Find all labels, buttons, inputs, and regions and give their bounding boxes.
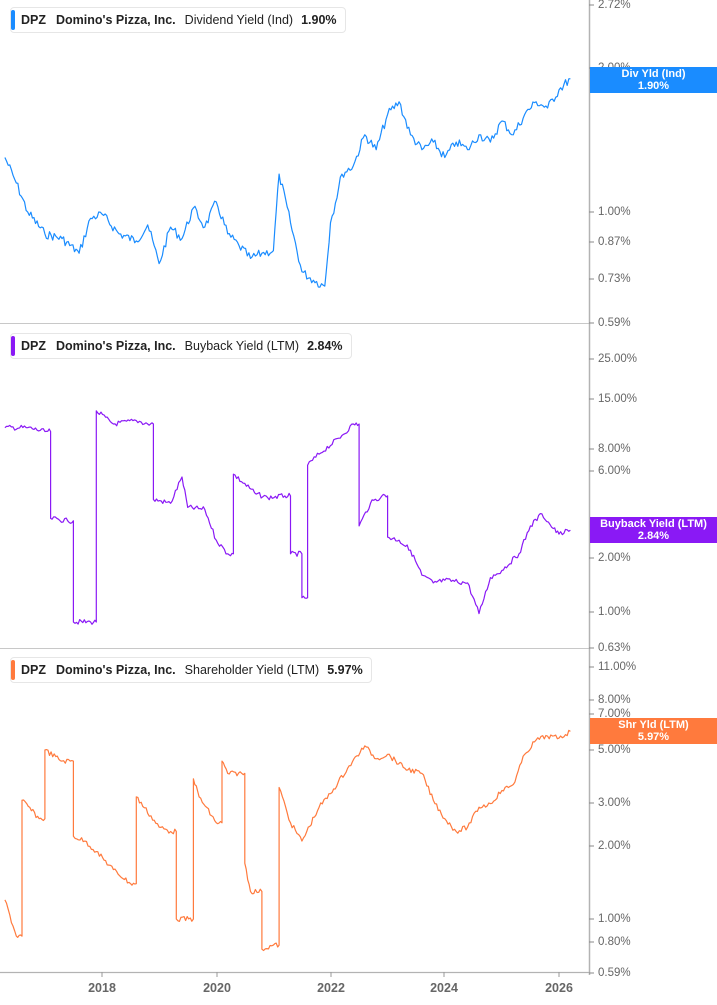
last-value-tag-buyback: Buyback Yield (LTM) 2.84% <box>590 517 717 543</box>
y-tick-label: 0.87% <box>598 236 631 248</box>
shareholder-yield-line <box>4 729 571 952</box>
ticker: DPZ <box>21 339 46 353</box>
metric-value: 2.84% <box>307 339 343 353</box>
y-tick-label: 7.00% <box>598 708 631 720</box>
y-tick-label: 1.00% <box>598 206 631 218</box>
x-tick-label: 2026 <box>545 981 573 995</box>
legend-buyback-yield[interactable]: DPZ Domino's Pizza, Inc. Buyback Yield (… <box>10 333 352 359</box>
metric-value: 5.97% <box>327 663 363 677</box>
ticker: DPZ <box>21 13 46 27</box>
x-tick-label: 2024 <box>430 981 458 995</box>
buyback-yield-line <box>4 410 571 625</box>
y-tick-label: 8.00% <box>598 694 631 706</box>
y-tick-label: 2.00% <box>598 552 631 564</box>
legend-dividend-yield[interactable]: DPZ Domino's Pizza, Inc. Dividend Yield … <box>10 7 346 33</box>
y-tick-label: 15.00% <box>598 393 638 405</box>
company-name: Domino's Pizza, Inc. <box>56 663 176 677</box>
y-tick-label: 5.00% <box>598 744 631 756</box>
y-tick-label: 1.00% <box>598 913 631 925</box>
y-tick-label: 11.00% <box>598 661 637 673</box>
tag-label: Buyback Yield (LTM) <box>600 518 707 530</box>
y-tick-label: 3.00% <box>598 797 631 809</box>
metric-name: Shareholder Yield (LTM) <box>184 663 320 677</box>
y-tick-label: 1.00% <box>598 606 631 618</box>
tag-label: Div Yld (Ind) <box>621 68 686 80</box>
tag-value: 5.97% <box>637 731 670 743</box>
y-axis-ticks <box>589 4 594 974</box>
y-tick-label: 0.59% <box>598 967 631 979</box>
series-color-swatch <box>11 336 15 356</box>
metric-name: Buyback Yield (LTM) <box>184 339 300 353</box>
last-value-tag-shareholder: Shr Yld (LTM) 5.97% <box>590 718 717 744</box>
y-tick-label: 6.00% <box>598 465 631 477</box>
x-axis-ticks <box>101 972 560 977</box>
metric-name: Dividend Yield (Ind) <box>184 13 294 27</box>
last-value-tag-dividend: Div Yld (Ind) 1.90% <box>590 67 717 93</box>
y-tick-label: 2.00% <box>598 840 631 852</box>
y-tick-label: 0.73% <box>598 273 631 285</box>
tag-label: Shr Yld (LTM) <box>618 719 689 731</box>
y-tick-label: 0.63% <box>598 642 631 654</box>
company-name: Domino's Pizza, Inc. <box>56 339 176 353</box>
y-tick-label: 8.00% <box>598 443 631 455</box>
x-tick-label: 2020 <box>203 981 231 995</box>
dividend-yield-line <box>4 78 571 288</box>
x-tick-label: 2022 <box>317 981 345 995</box>
company-name: Domino's Pizza, Inc. <box>56 13 176 27</box>
y-tick-label: 0.80% <box>598 936 631 948</box>
tag-value: 2.84% <box>637 530 670 542</box>
y-tick-label: 25.00% <box>598 353 638 365</box>
y-tick-label: 0.59% <box>598 317 631 329</box>
ticker: DPZ <box>21 663 46 677</box>
x-tick-label: 2018 <box>88 981 116 995</box>
legend-shareholder-yield[interactable]: DPZ Domino's Pizza, Inc. Shareholder Yie… <box>10 657 372 683</box>
series-color-swatch <box>11 10 15 30</box>
metric-value: 1.90% <box>301 13 337 27</box>
y-tick-label: 2.72% <box>598 0 631 11</box>
series-color-swatch <box>11 660 15 680</box>
tag-value: 1.90% <box>637 80 670 92</box>
